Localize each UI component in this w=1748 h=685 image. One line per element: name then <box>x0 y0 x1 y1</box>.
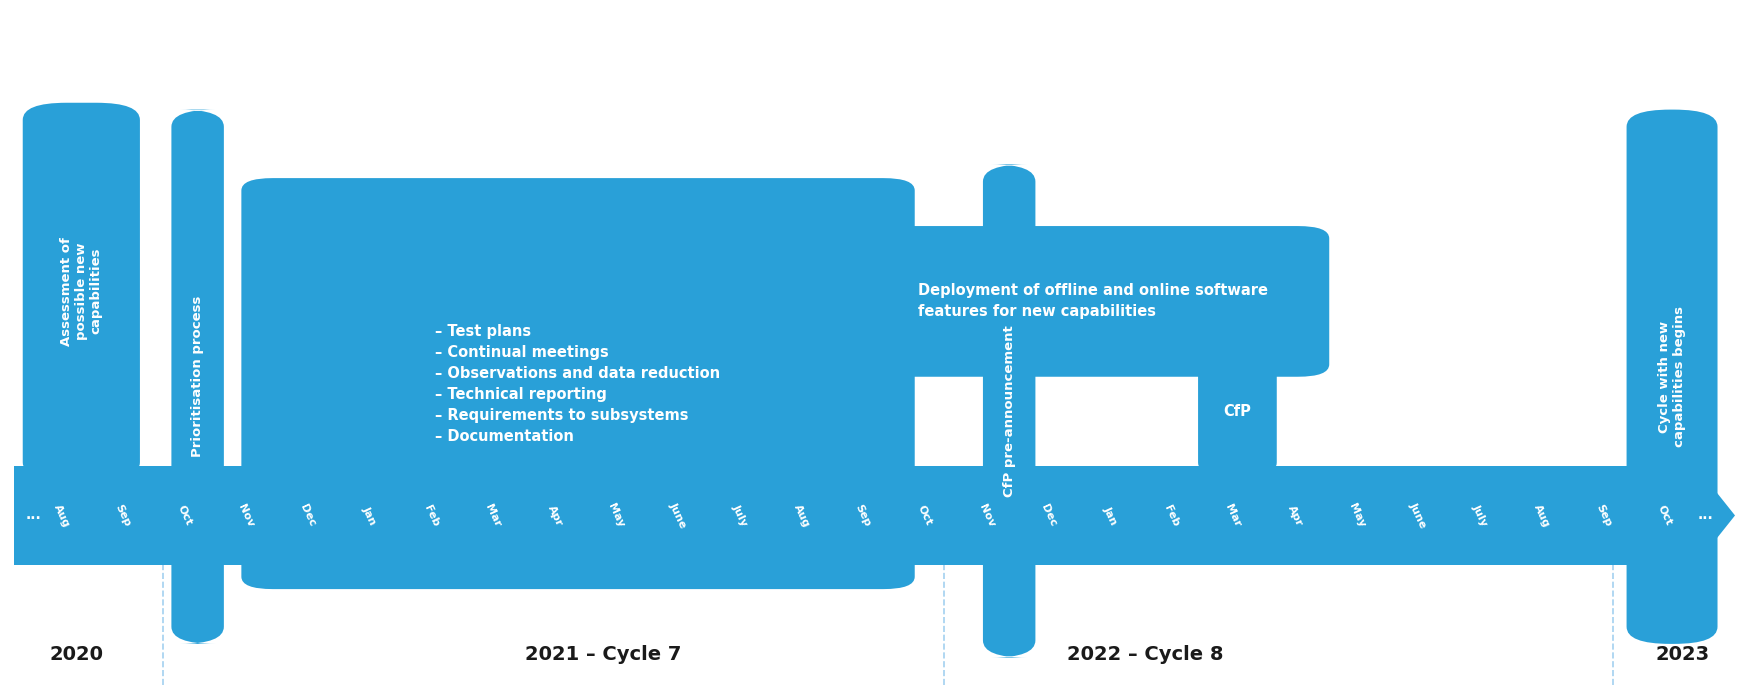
Text: June: June <box>1407 501 1428 530</box>
Text: Deployment of offline and online software
features for new capabilities: Deployment of offline and online softwar… <box>918 284 1267 319</box>
Text: May: May <box>607 502 626 529</box>
Text: Aug: Aug <box>792 502 811 529</box>
Text: Aug: Aug <box>51 502 72 529</box>
Text: CfP pre-announcement: CfP pre-announcement <box>1002 325 1016 497</box>
Text: Assessment of
possible new
capabilities: Assessment of possible new capabilities <box>59 237 103 345</box>
FancyBboxPatch shape <box>241 178 914 589</box>
Text: Sep: Sep <box>853 503 872 528</box>
Text: Feb: Feb <box>1162 503 1180 527</box>
Text: ...: ... <box>1696 508 1713 523</box>
Text: Jan: Jan <box>1101 505 1119 526</box>
Text: Feb: Feb <box>421 503 440 527</box>
FancyBboxPatch shape <box>982 164 1035 658</box>
Text: 2020: 2020 <box>51 645 103 664</box>
Text: 2023: 2023 <box>1655 645 1708 664</box>
Text: Oct: Oct <box>916 503 933 527</box>
Text: ...: ... <box>24 508 42 523</box>
Text: 2021 – Cycle 7: 2021 – Cycle 7 <box>524 645 682 664</box>
Text: July: July <box>1470 503 1489 528</box>
Text: Prioritisation process: Prioritisation process <box>191 296 205 458</box>
FancyBboxPatch shape <box>14 466 1678 565</box>
Text: Nov: Nov <box>236 502 255 529</box>
Text: Apr: Apr <box>1285 503 1304 527</box>
Text: Dec: Dec <box>299 503 316 528</box>
Text: Nov: Nov <box>977 502 996 529</box>
Text: Aug: Aug <box>1531 502 1550 529</box>
Text: Jan: Jan <box>360 505 378 526</box>
FancyBboxPatch shape <box>171 110 224 644</box>
Text: – Test plans
– Continual meetings
– Observations and data reduction
– Technical : – Test plans – Continual meetings – Obse… <box>435 323 720 444</box>
Text: Oct: Oct <box>175 503 194 527</box>
Polygon shape <box>1678 445 1734 586</box>
Text: May: May <box>1346 502 1365 529</box>
Text: Oct: Oct <box>1655 503 1673 527</box>
Text: CfP: CfP <box>1224 403 1250 419</box>
Text: Cycle with new
capabilities begins: Cycle with new capabilities begins <box>1657 306 1685 447</box>
Text: Mar: Mar <box>482 503 502 528</box>
FancyBboxPatch shape <box>857 226 1328 377</box>
Text: Mar: Mar <box>1224 503 1243 528</box>
Text: 2022 – Cycle 8: 2022 – Cycle 8 <box>1066 645 1224 664</box>
FancyBboxPatch shape <box>1626 110 1717 644</box>
Text: Sep: Sep <box>114 503 133 528</box>
Text: June: June <box>668 501 689 530</box>
Text: July: July <box>731 503 748 528</box>
FancyBboxPatch shape <box>23 103 140 479</box>
Text: Sep: Sep <box>1592 503 1612 528</box>
FancyBboxPatch shape <box>1197 342 1276 480</box>
Text: Dec: Dec <box>1038 503 1058 528</box>
Text: Apr: Apr <box>545 503 563 527</box>
